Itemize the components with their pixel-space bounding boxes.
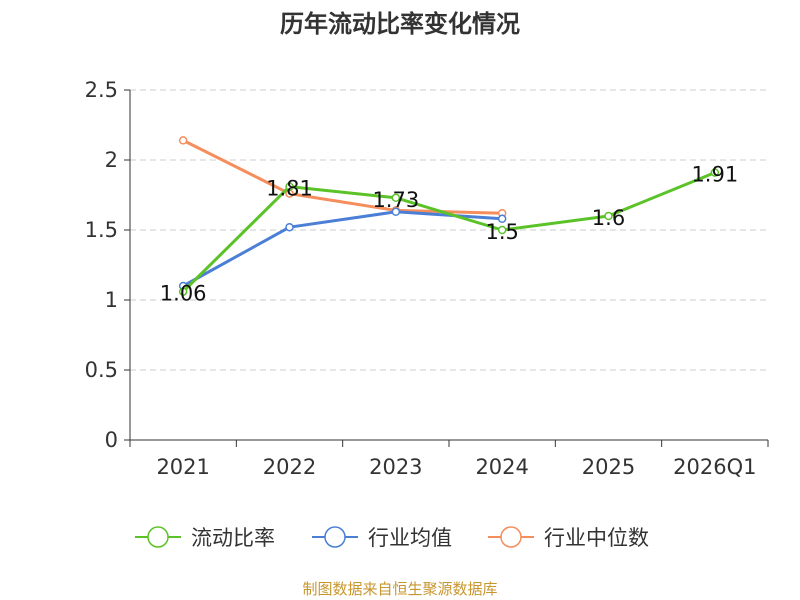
source-note: 制图数据来自恒生聚源数据库 [302, 580, 497, 598]
data-label: 1.06 [160, 282, 207, 306]
y-tick-label: 0 [105, 428, 118, 452]
grid-lines [130, 89, 768, 371]
data-point[interactable] [391, 207, 401, 217]
legend-label: 流动比率 [191, 526, 275, 550]
legend[interactable]: 流动比率 行业均值 行业中位数 [135, 526, 649, 550]
y-tick-label: 1 [105, 288, 118, 312]
legend-item-2[interactable]: 行业中位数 [488, 526, 649, 550]
legend-marker [324, 526, 346, 548]
data-point[interactable] [285, 222, 294, 232]
x-tick-label: 2023 [369, 455, 422, 479]
y-tick-label: 2.5 [85, 78, 118, 102]
data-point[interactable] [178, 136, 188, 145]
axes: 0 0.5 1 1.5 2 2.5 2021 2022 2023 2024 2025 2026Q1 [85, 78, 769, 479]
data-point[interactable] [710, 168, 720, 177]
data-point[interactable] [391, 193, 401, 203]
y-tick-label: 1.5 [85, 218, 118, 242]
legend-marker [147, 526, 169, 548]
data-labels: 1.06 1.81 1.73 1.5 1.6 1.91 [160, 163, 738, 306]
x-tick-label: 2025 [582, 455, 635, 479]
x-tick-label: 2024 [475, 455, 528, 479]
x-tick-label: 2021 [156, 455, 209, 479]
legend-item-0[interactable]: 流动比率 [135, 526, 275, 550]
data-point[interactable] [178, 287, 188, 296]
data-point[interactable] [497, 214, 507, 224]
data-point[interactable] [285, 182, 294, 191]
data-label: 1.6 [592, 206, 625, 230]
legend-item-1[interactable]: 行业均值 [312, 526, 452, 550]
legend-label: 行业均值 [368, 526, 452, 550]
data-label: 1.81 [266, 177, 313, 201]
x-tick-label: 2022 [263, 455, 316, 479]
y-tick-label: 2 [105, 148, 118, 172]
series-line-0 [182, 171, 716, 293]
data-point[interactable] [497, 225, 507, 235]
legend-marker [500, 526, 522, 548]
legend-label: 行业中位数 [544, 526, 649, 550]
series-line-2 [182, 139, 503, 215]
data-label: 1.91 [691, 163, 738, 187]
data-label: 1.5 [485, 220, 518, 244]
series-line-1 [182, 210, 503, 288]
data-point[interactable] [604, 211, 613, 221]
chart-title: 历年流动比率变化情况 [280, 10, 520, 38]
series-group [178, 136, 720, 296]
data-label: 1.73 [372, 188, 419, 212]
y-tick-label: 0.5 [85, 358, 118, 382]
x-tick-label: 2026Q1 [673, 455, 756, 479]
